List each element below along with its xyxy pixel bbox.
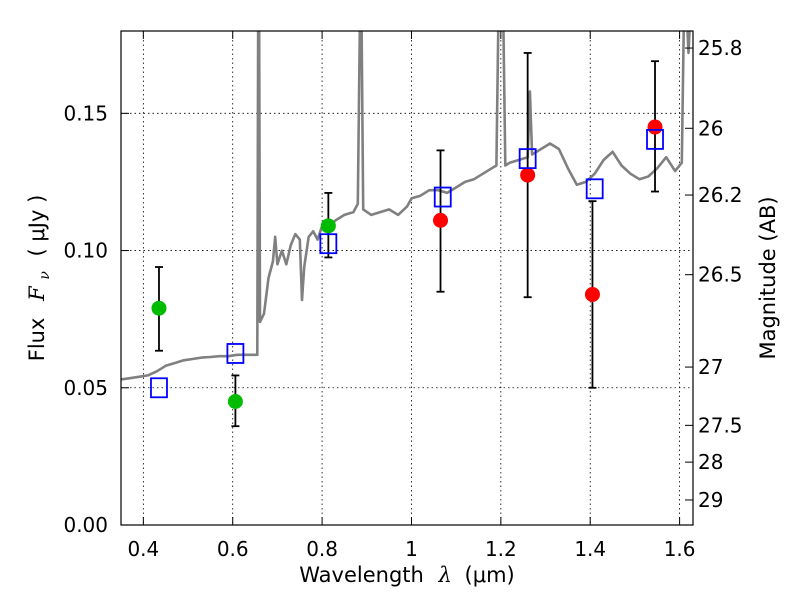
mag-tick-label: 26.5 bbox=[698, 263, 743, 287]
observed-flux-point bbox=[151, 300, 167, 316]
observed-flux-point bbox=[647, 119, 663, 135]
mag-tick-label: 27 bbox=[698, 355, 723, 379]
x-tick-label: 0.4 bbox=[127, 537, 159, 561]
plot-background bbox=[121, 31, 693, 525]
y-axis-label-text: Flux bbox=[25, 318, 49, 362]
y-tick-label: 0.00 bbox=[63, 513, 108, 537]
model-photometry-square bbox=[319, 233, 338, 255]
y-tick-label: 0.10 bbox=[63, 239, 108, 263]
svg-text:Wavelength λ (μm): Wavelength λ (μm) bbox=[299, 563, 514, 587]
observed-flux-point bbox=[433, 212, 449, 228]
plot-frame bbox=[120, 30, 694, 526]
model-photometry-square bbox=[518, 148, 537, 170]
x-axis-label: Wavelength λ (μm) bbox=[299, 563, 514, 587]
x-tick-label: 0.8 bbox=[306, 537, 338, 561]
axis-ticks: 0.4 0.6 0.8 1 1.2 1.4 1.6 0.00 0.05 0.10 0.15 25.8 2… bbox=[63, 31, 743, 561]
x-tick-label: 1.2 bbox=[485, 537, 517, 561]
observed-flux-point bbox=[227, 394, 243, 409]
x-tick-label: 1.6 bbox=[664, 537, 696, 561]
model-spectrum bbox=[121, 31, 691, 381]
y-axis-label: Flux F ν ( μJy ) bbox=[25, 195, 54, 362]
x-tick-label: 0.6 bbox=[217, 537, 249, 561]
data-points bbox=[150, 52, 664, 428]
y-axis-label-unit: ( μJy ) bbox=[25, 195, 49, 257]
y-tick-label: 0.05 bbox=[63, 376, 108, 400]
x-tick-label: 1 bbox=[405, 537, 418, 561]
model-photometry-square bbox=[433, 186, 452, 208]
y-tick-label: 0.15 bbox=[63, 101, 108, 125]
model-photometry-square bbox=[585, 178, 604, 200]
mag-tick-label: 26.2 bbox=[698, 183, 743, 207]
x-axis-label-unit: (μm) bbox=[465, 563, 515, 587]
model-photometry-square bbox=[226, 343, 245, 364]
mag-tick-label: 27.5 bbox=[698, 413, 743, 437]
model-photometry-square bbox=[150, 377, 168, 399]
y-axis-label-symbol: F bbox=[25, 285, 49, 302]
y-axis-label-subscript: ν bbox=[37, 271, 53, 280]
x-tick-label: 1.4 bbox=[574, 537, 606, 561]
mag-tick-label: 25.8 bbox=[698, 36, 743, 60]
x-axis-label-text: Wavelength bbox=[299, 563, 424, 587]
secondary-y-axis-label: Magnitude (AB) bbox=[756, 196, 780, 359]
mag-tick-label: 29 bbox=[698, 488, 723, 512]
mag-tick-label: 26 bbox=[698, 116, 723, 140]
model-spectrum-line bbox=[121, 31, 691, 381]
x-axis-label-symbol: λ bbox=[438, 563, 452, 587]
observed-flux-point bbox=[520, 167, 536, 183]
observed-flux-point bbox=[584, 286, 600, 302]
observed-flux-point bbox=[320, 218, 336, 234]
svg-text:Flux F ν ( μ: Flux F ν ( μJy ) bbox=[25, 195, 54, 362]
model-photometry-square bbox=[646, 129, 664, 150]
mag-tick-label: 28 bbox=[698, 450, 723, 474]
